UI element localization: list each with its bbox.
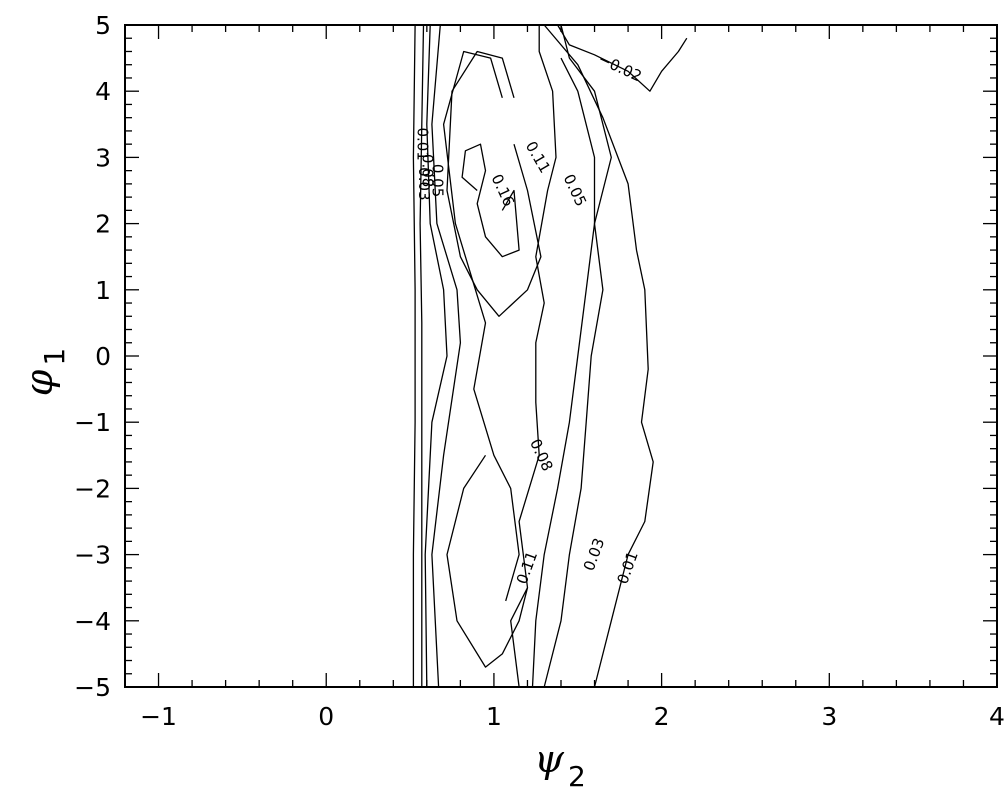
contour-label: 0.08 [418,154,436,187]
y-tick-label: 5 [95,11,111,40]
contour-lines [412,24,688,688]
y-tick-label: 2 [95,210,111,239]
y-tick-label: −1 [74,408,111,437]
x-axis-subscript: 2 [568,760,586,793]
contour-line [446,454,529,668]
y-axis-label: φ1 [17,348,71,396]
contour-line [431,24,462,688]
contour-label: 0.03 [580,536,608,574]
x-tick-label: 1 [486,702,502,731]
y-tick-label: 4 [95,77,111,106]
x-tick-label: −1 [140,702,177,731]
x-tick-label: 4 [989,702,1005,731]
y-tick-label: −4 [74,607,111,636]
contour-line [442,50,520,602]
y-tick-label: −2 [74,474,111,503]
contour-label: 0.11 [522,138,554,176]
contour-line [557,24,688,92]
contour-line [543,24,654,688]
plot-frame [124,24,998,688]
contour-line [543,57,604,688]
contour-line [419,24,425,687]
y-tick-label: −5 [74,673,111,702]
y-tick-label: 1 [95,276,111,305]
x-tick-label: 0 [318,702,334,731]
contour-label: 0.01 [413,127,431,160]
contour-label: 0.16 [488,171,518,209]
y-tick-label: 0 [95,342,111,371]
contour-label: 0.11 [513,549,541,587]
contour-line [461,143,520,258]
y-tick-labels: 5 4 3 2 1 0 −1 −2 −3 −4 −5 [74,11,111,702]
y-axis-symbol: φ [17,369,61,396]
contour-line [510,25,557,688]
contour-label: 0.01 [613,549,641,587]
x-axis-symbol: ψ [534,737,565,781]
contour-label: −0.02 [595,50,644,86]
x-tick-labels: −1 0 1 2 3 4 [140,702,1005,731]
x-tick-label: 2 [654,702,670,731]
x-tick-label: 3 [821,702,837,731]
contour-label: 0.05 [560,171,590,209]
contour-label: 0.05 [428,164,446,197]
contour-label: 0.08 [526,436,556,474]
y-tick-label: −3 [74,541,111,570]
contour-line [424,24,448,688]
y-axis-subscript: 1 [38,348,71,366]
contour-label: 0.03 [415,167,433,200]
contour-line [412,24,416,687]
y-tick-label: 3 [95,143,111,172]
axis-ticks [124,24,998,688]
contour-labels: −0.020.010.030.050.080.160.110.050.080.1… [413,50,644,587]
contour-line [531,24,612,688]
contour-line [446,50,542,317]
